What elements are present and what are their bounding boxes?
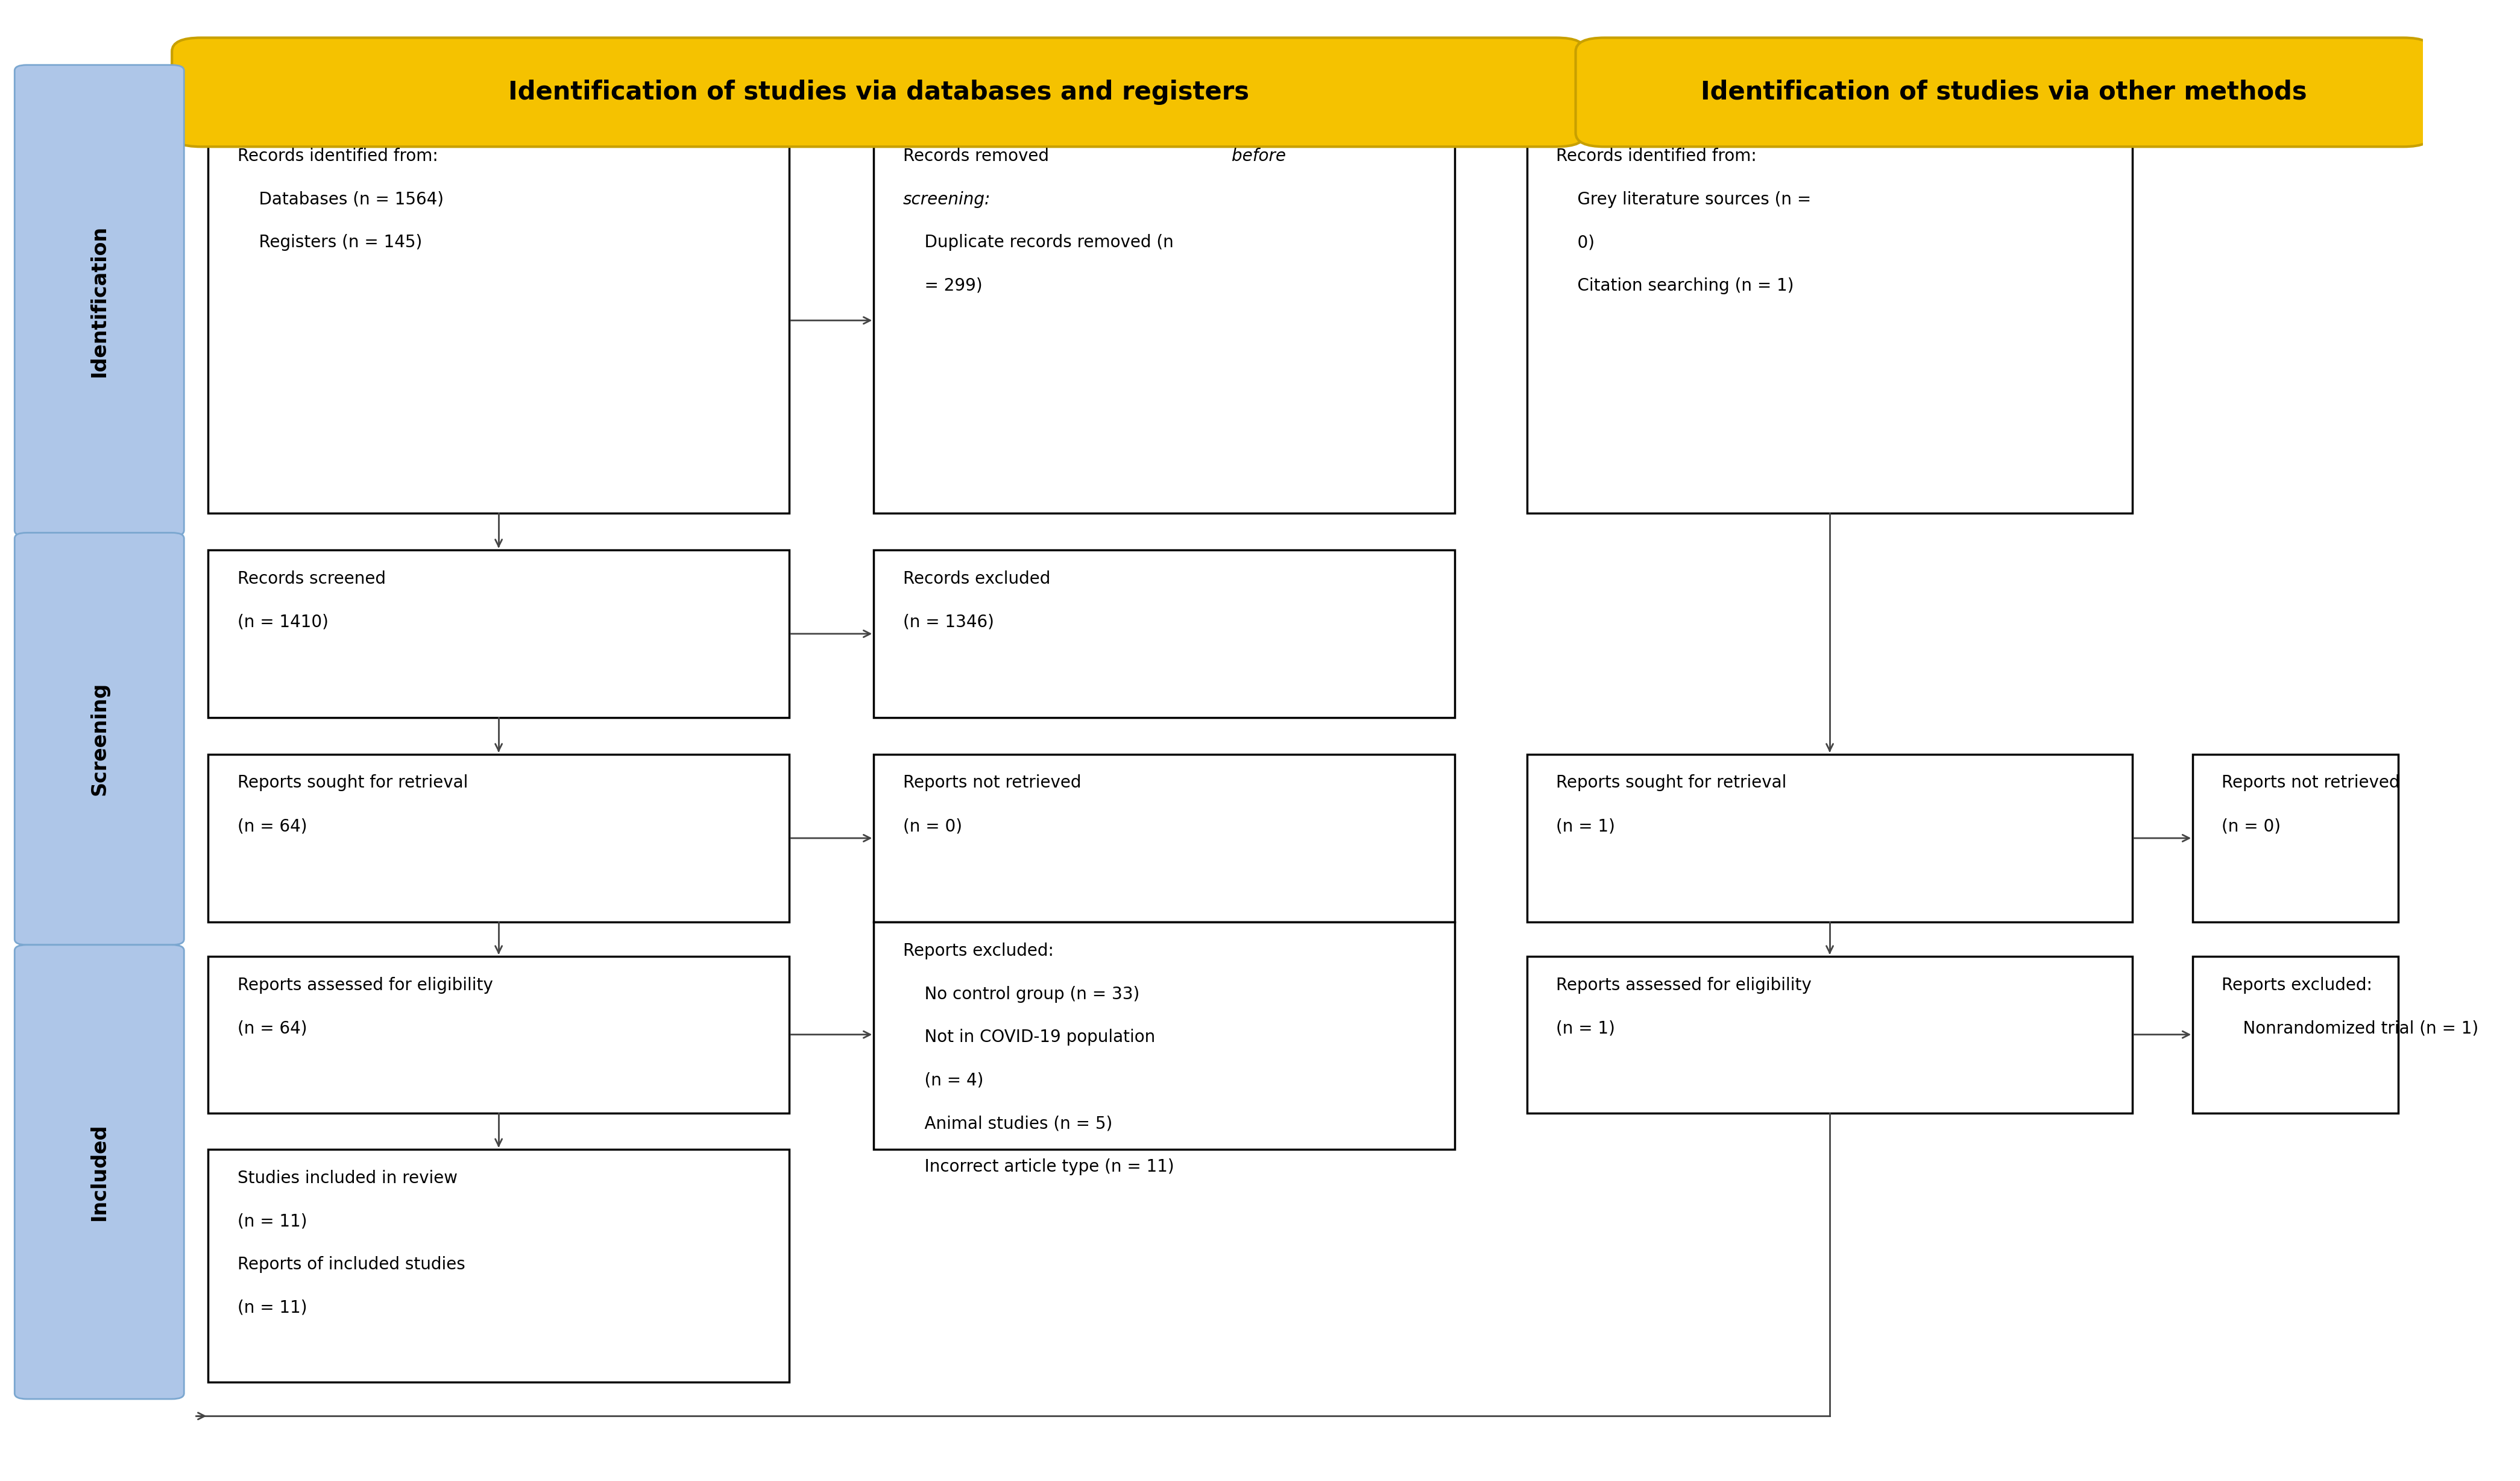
Text: Reports not retrieved: Reports not retrieved [2223,775,2399,791]
Text: Identification: Identification [88,225,108,376]
FancyBboxPatch shape [1527,127,2132,514]
Text: (n = 1): (n = 1) [1557,1020,1615,1037]
Text: Records identified from:: Records identified from: [1557,148,1756,164]
Text: Records identified from:: Records identified from: [237,148,438,164]
Text: Databases (n = 1564): Databases (n = 1564) [237,191,444,207]
FancyBboxPatch shape [2192,754,2399,923]
FancyBboxPatch shape [874,549,1454,718]
Text: (n = 64): (n = 64) [237,818,307,835]
Text: before: before [1232,148,1285,164]
Text: Duplicate records removed (n: Duplicate records removed (n [902,234,1174,250]
Text: Records excluded: Records excluded [902,570,1051,586]
Text: Not in COVID-19 population: Not in COVID-19 population [902,1029,1154,1046]
FancyBboxPatch shape [1527,754,2132,923]
Text: Identification of studies via other methods: Identification of studies via other meth… [1701,80,2308,105]
Text: (n = 1410): (n = 1410) [237,613,328,631]
Text: Included: Included [88,1123,108,1220]
FancyBboxPatch shape [874,754,1454,923]
FancyBboxPatch shape [209,1149,789,1382]
Text: Animal studies (n = 5): Animal studies (n = 5) [902,1115,1111,1131]
FancyBboxPatch shape [874,923,1454,1149]
Text: Incorrect article type (n = 11): Incorrect article type (n = 11) [902,1158,1174,1176]
FancyBboxPatch shape [209,957,789,1112]
FancyBboxPatch shape [1575,37,2432,147]
Text: (n = 4): (n = 4) [902,1072,983,1089]
Text: Records screened: Records screened [237,570,386,586]
Text: Nonrandomized trial (n = 1): Nonrandomized trial (n = 1) [2223,1020,2480,1037]
Text: (n = 64): (n = 64) [237,1020,307,1037]
FancyBboxPatch shape [15,533,184,945]
Text: (n = 11): (n = 11) [237,1213,307,1229]
Text: Reports sought for retrieval: Reports sought for retrieval [1557,775,1787,791]
Text: Reports of included studies: Reports of included studies [237,1256,466,1272]
Text: (n = 0): (n = 0) [2223,818,2281,835]
FancyBboxPatch shape [171,37,1585,147]
Text: Citation searching (n = 1): Citation searching (n = 1) [1557,277,1794,295]
Text: (n = 11): (n = 11) [237,1299,307,1317]
Text: 0): 0) [1557,234,1595,250]
FancyBboxPatch shape [2192,957,2399,1112]
FancyBboxPatch shape [15,945,184,1400]
FancyBboxPatch shape [209,754,789,923]
Text: Screening: Screening [88,683,108,795]
Text: screening:: screening: [902,191,990,207]
Text: Reports excluded:: Reports excluded: [2223,976,2371,994]
FancyBboxPatch shape [874,127,1454,514]
Text: = 299): = 299) [902,277,983,295]
Text: (n = 1): (n = 1) [1557,818,1615,835]
FancyBboxPatch shape [1527,957,2132,1112]
Text: Records removed: Records removed [902,148,1053,164]
Text: Reports assessed for eligibility: Reports assessed for eligibility [1557,976,1812,994]
Text: Reports sought for retrieval: Reports sought for retrieval [237,775,469,791]
Text: Reports excluded:: Reports excluded: [902,942,1053,960]
Text: Studies included in review: Studies included in review [237,1170,456,1186]
Text: Registers (n = 145): Registers (n = 145) [237,234,421,250]
Text: No control group (n = 33): No control group (n = 33) [902,986,1139,1003]
Text: Reports assessed for eligibility: Reports assessed for eligibility [237,976,494,994]
Text: Grey literature sources (n =: Grey literature sources (n = [1557,191,1812,207]
FancyBboxPatch shape [15,65,184,536]
FancyBboxPatch shape [209,549,789,718]
Text: (n = 1346): (n = 1346) [902,613,993,631]
Text: Identification of studies via databases and registers: Identification of studies via databases … [509,80,1250,105]
Text: Reports not retrieved: Reports not retrieved [902,775,1081,791]
Text: (n = 0): (n = 0) [902,818,963,835]
FancyBboxPatch shape [209,127,789,514]
